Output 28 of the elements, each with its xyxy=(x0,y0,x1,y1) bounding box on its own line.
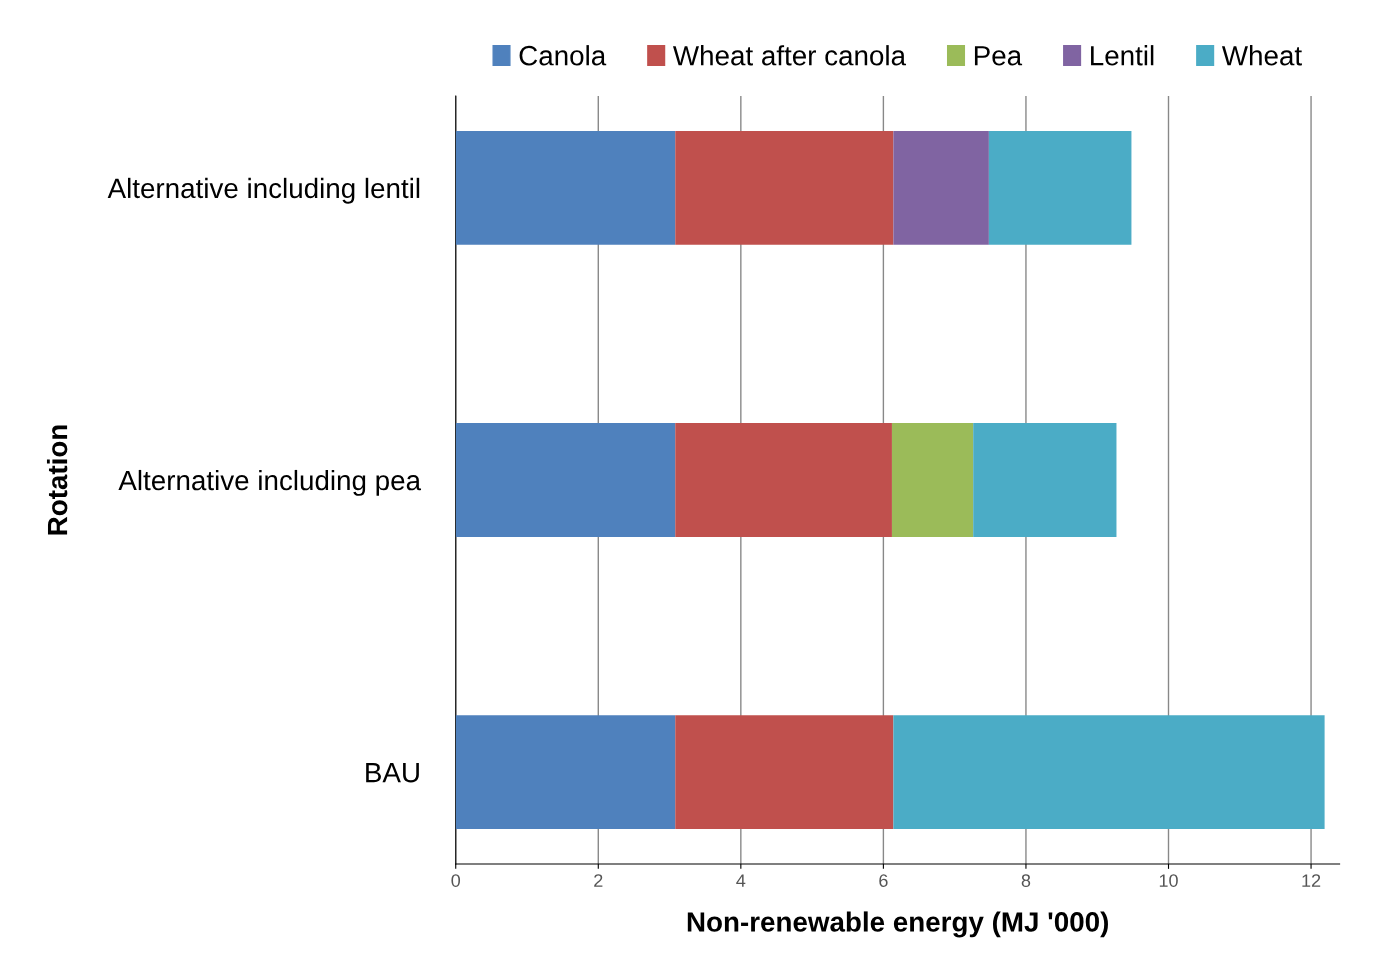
bar xyxy=(893,130,989,245)
y-tick-label: Alternative including pea xyxy=(118,469,422,496)
legend-label: Wheat xyxy=(1221,45,1302,66)
bar xyxy=(675,715,894,830)
bar xyxy=(973,423,1117,537)
bar xyxy=(891,423,974,537)
x-tick-label: 6 xyxy=(879,874,888,887)
x-tick-label: 10 xyxy=(1159,874,1178,887)
bar xyxy=(675,423,892,537)
bar xyxy=(455,423,676,537)
legend-label: Canola xyxy=(519,45,607,66)
x-tick-label: 2 xyxy=(594,874,603,887)
y-tick-label: Alternative including lentil xyxy=(107,177,420,204)
legend-label: Wheat after canola xyxy=(673,45,907,66)
x-tick-label: 8 xyxy=(1021,874,1031,887)
bar xyxy=(675,130,894,245)
bar xyxy=(455,130,676,245)
legend-label: Pea xyxy=(974,46,1023,66)
legend-label: Lentil xyxy=(1091,45,1154,66)
x-axis-title: Non-renewable energy (MJ '000) xyxy=(687,911,1108,938)
bar xyxy=(455,715,676,830)
x-tick-label: 0 xyxy=(451,874,461,887)
x-tick-label: 4 xyxy=(736,874,746,887)
y-tick-label: BAU xyxy=(366,763,419,783)
y-axis-title: Rotation xyxy=(46,425,68,535)
bar xyxy=(893,715,1325,830)
bar xyxy=(988,130,1132,245)
x-tick-label: 12 xyxy=(1302,874,1321,887)
